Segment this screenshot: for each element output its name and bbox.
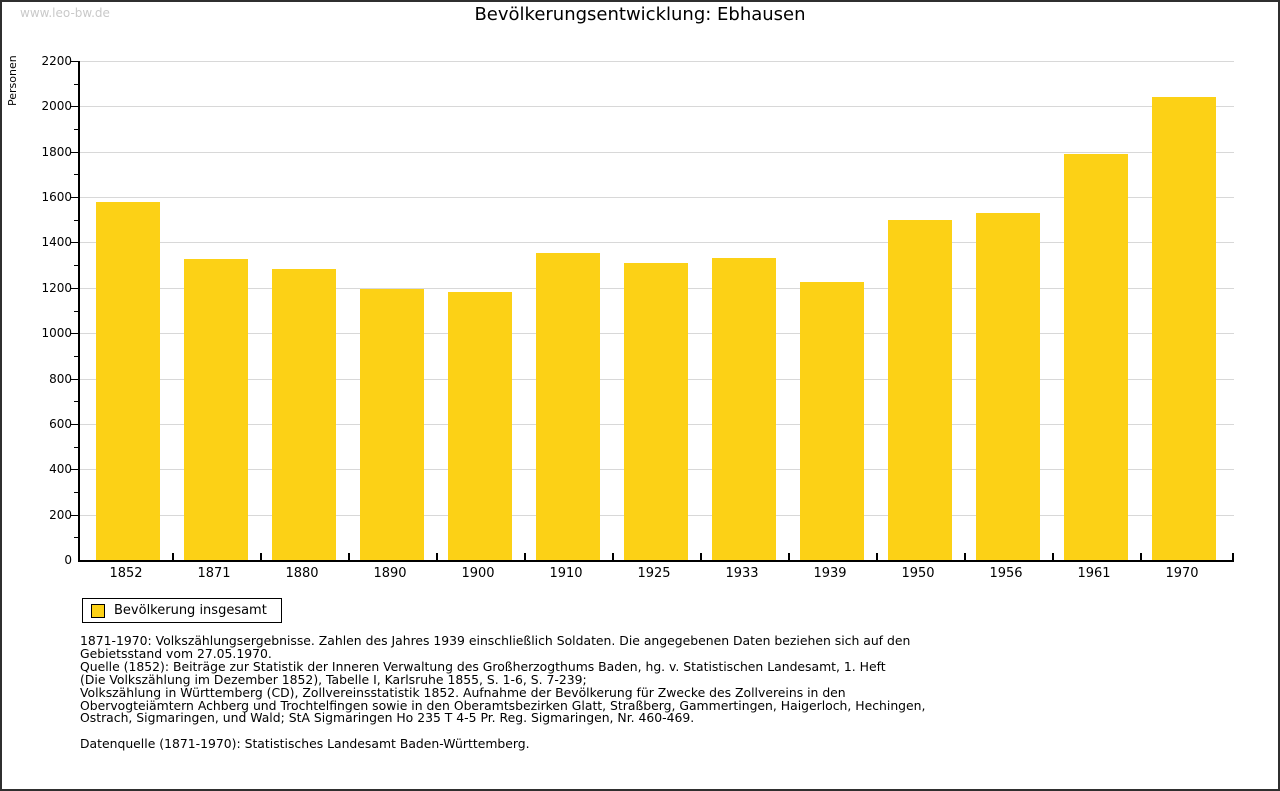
x-axis-labels: 1852 1871 1880 1890 1900 1910 1925 1933 1939 1950… <box>78 566 1232 584</box>
x-tick-label: 1925 <box>637 566 671 581</box>
y-tick-label: 1600 <box>41 190 72 205</box>
x-axis-tick <box>788 553 790 560</box>
y-axis-tick <box>74 355 78 357</box>
y-axis-tick <box>74 401 78 403</box>
plot-area <box>71 61 1234 562</box>
x-tick-label: 1852 <box>109 566 143 581</box>
y-tick-label: 600 <box>49 416 72 431</box>
y-axis-tick <box>74 537 78 539</box>
y-axis-tick <box>74 310 78 312</box>
source-note-line: 1871-1970: Volkszählungsergebnisse. Zahl… <box>80 633 911 648</box>
x-axis-tick <box>524 553 526 560</box>
source-note-line: Volkszählung in Württemberg (CD), Zollve… <box>80 684 846 700</box>
datasource-note: Datenquelle (1871-1970): Statistisches L… <box>80 736 530 752</box>
x-axis-tick <box>700 553 702 560</box>
x-tick-label: 1970 <box>1165 566 1199 581</box>
y-axis-tick <box>71 378 78 380</box>
legend-label: Bevölkerung insgesamt <box>114 603 267 618</box>
y-axis-tick <box>71 242 78 244</box>
y-axis-tick <box>74 174 78 176</box>
y-axis-tick <box>74 446 78 448</box>
gridline <box>80 106 1234 108</box>
x-axis-tick <box>1140 553 1142 560</box>
y-tick-label: 200 <box>49 507 72 522</box>
y-tick-label: 400 <box>49 462 72 477</box>
bar-1939 <box>800 282 864 560</box>
y-tick-label: 800 <box>49 371 72 386</box>
x-tick-label: 1890 <box>373 566 407 581</box>
bar-1961 <box>1064 154 1128 560</box>
x-axis-tick <box>172 553 174 560</box>
y-axis-tick <box>71 106 78 108</box>
y-axis-tick <box>74 265 78 267</box>
x-axis-tick <box>1052 553 1054 560</box>
x-tick-label: 1871 <box>197 566 231 581</box>
y-tick-label: 1800 <box>41 144 72 159</box>
y-axis-tick <box>74 219 78 221</box>
y-axis-tick <box>74 129 78 131</box>
y-tick-label: 1400 <box>41 235 72 250</box>
x-axis-tick <box>348 553 350 560</box>
y-tick-label: 0 <box>64 553 72 567</box>
y-axis-tick <box>71 514 78 516</box>
x-tick-label: 1933 <box>725 566 759 581</box>
y-axis-tick <box>71 287 78 289</box>
x-tick-label: 1939 <box>813 566 847 581</box>
chart-title: Bevölkerungsentwicklung: Ebhausen <box>474 4 806 25</box>
bar-1933 <box>712 258 776 560</box>
x-axis-tick <box>612 553 614 560</box>
gridline <box>80 61 1234 62</box>
y-axis-tick <box>74 491 78 493</box>
y-axis-tick <box>71 423 78 425</box>
gridline <box>80 151 1234 153</box>
y-axis-tick <box>71 61 78 62</box>
source-note-line: (Die Volkszählung im Dezember 1852), Tab… <box>80 671 587 687</box>
y-tick-label: 2000 <box>41 99 72 114</box>
x-axis-tick <box>964 553 966 560</box>
plot-right-edge-tick <box>1232 553 1234 560</box>
bar-1852 <box>96 202 160 560</box>
bar-1880 <box>272 269 336 560</box>
source-note-line: Gebietsstand vom 27.05.1970. <box>80 645 272 661</box>
y-axis-labels: 0 200 400 600 800 1000 1200 1400 1600 1800 2000 220… <box>0 54 72 567</box>
legend: Bevölkerung insgesamt <box>82 598 282 623</box>
y-axis-tick <box>71 469 78 471</box>
bar-1871 <box>184 259 248 560</box>
gridline <box>80 197 1234 199</box>
x-tick-label: 1950 <box>901 566 935 581</box>
watermark: www.leo-bw.de <box>20 6 110 20</box>
bar-1910 <box>536 253 600 560</box>
bar-1970 <box>1152 97 1216 560</box>
y-axis-tick <box>71 151 78 153</box>
source-note-line: Obervogteiämtern Achberg und Trochtelfin… <box>80 697 926 713</box>
source-note-line: Quelle (1852): Beiträge zur Statistik de… <box>80 658 886 674</box>
y-axis-tick <box>71 333 78 335</box>
x-tick-label: 1956 <box>989 566 1023 581</box>
bar-1900 <box>448 292 512 560</box>
x-tick-label: 1900 <box>461 566 495 581</box>
gridline <box>80 242 1234 244</box>
legend-swatch <box>91 603 105 618</box>
y-axis-tick <box>71 197 78 199</box>
bar-1925 <box>624 263 688 560</box>
x-tick-label: 1880 <box>285 566 319 581</box>
y-tick-label: 1200 <box>41 280 72 295</box>
x-tick-label: 1910 <box>549 566 583 581</box>
bar-1950 <box>888 220 952 560</box>
bar-1956 <box>976 213 1040 560</box>
source-notes: 1871-1970: Volkszählungsergebnisse. Zahl… <box>80 633 926 752</box>
bar-1890 <box>360 289 424 560</box>
x-tick-label: 1961 <box>1077 566 1111 581</box>
x-axis-tick <box>260 553 262 560</box>
y-tick-label: 2200 <box>41 54 72 68</box>
y-tick-label: 1000 <box>41 326 72 341</box>
source-note-line: Ostrach, Sigmaringen, und Wald; StA Sigm… <box>80 710 695 726</box>
x-axis-tick <box>876 553 878 560</box>
x-axis-tick <box>436 553 438 560</box>
y-axis-tick <box>74 83 78 85</box>
